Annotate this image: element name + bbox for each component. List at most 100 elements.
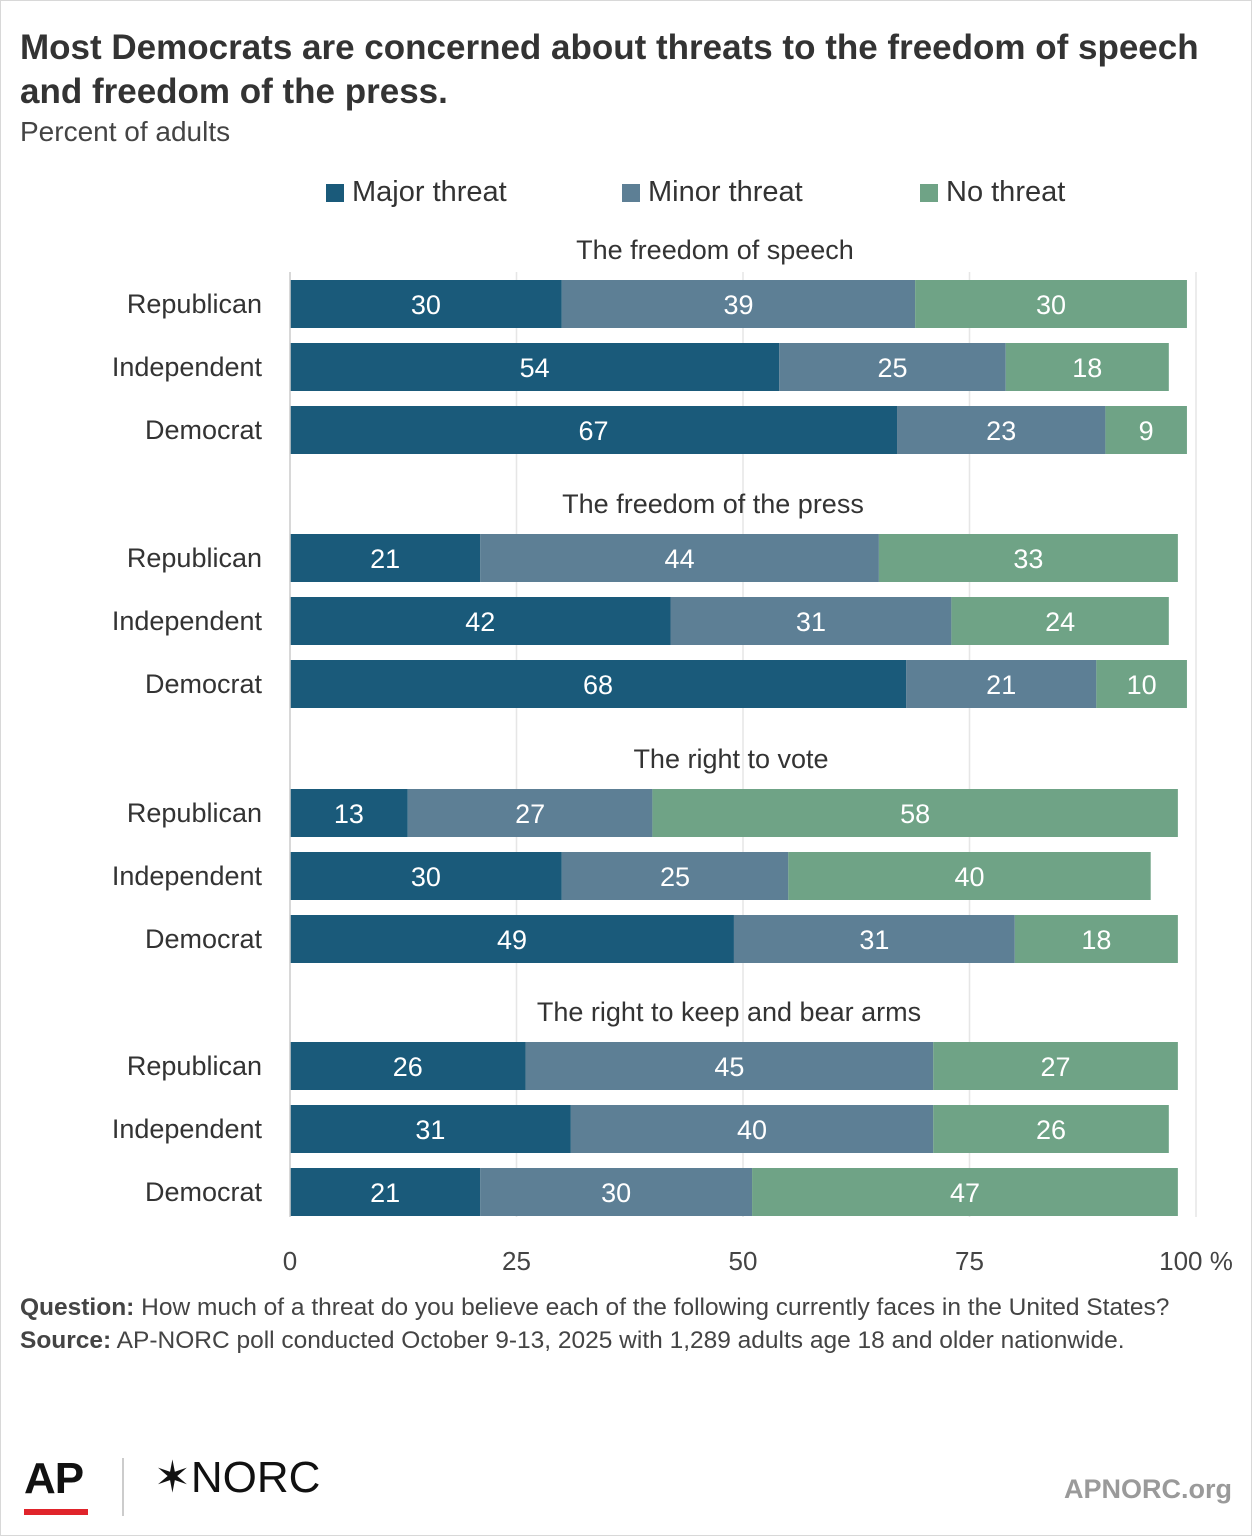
bar-segment [788, 852, 1151, 900]
data-label: 68 [583, 670, 613, 700]
data-label: 9 [1139, 416, 1154, 446]
logo-divider [122, 1458, 124, 1516]
data-label: 54 [520, 353, 550, 383]
row-label: Republican [127, 543, 262, 573]
legend-label-major: Major threat [352, 176, 507, 208]
data-label: 21 [370, 1178, 400, 1208]
data-label: 58 [900, 799, 930, 829]
bar-segment [290, 534, 481, 582]
bar-segment [733, 915, 1015, 963]
legend-swatch-none [920, 183, 938, 202]
bar-segment [480, 1168, 753, 1216]
data-label: 10 [1127, 670, 1157, 700]
legend-item-none: No threat [920, 176, 1065, 209]
bar-segment [407, 789, 653, 837]
row-label: Democrat [145, 1177, 263, 1207]
question-label: Question: [20, 1294, 135, 1321]
source-text: AP-NORC poll conducted October 9-13, 202… [111, 1327, 1125, 1354]
legend-swatch-major [326, 183, 344, 202]
x-tick-label: 25 [502, 1246, 531, 1276]
legend-label-none: No threat [946, 176, 1066, 208]
question-note: Question: How much of a threat do you be… [20, 1291, 1235, 1324]
data-label: 21 [370, 544, 400, 574]
data-label: 49 [497, 925, 527, 955]
bar-segment [290, 915, 734, 963]
bar-segment [561, 280, 916, 328]
row-label: Democrat [145, 669, 263, 699]
data-label: 23 [986, 416, 1016, 446]
data-label: 30 [411, 862, 441, 892]
data-label: 27 [515, 799, 545, 829]
bar-segment [290, 852, 562, 900]
legend-swatch-minor [622, 183, 640, 202]
row-label: Independent [112, 352, 263, 382]
data-label: 47 [950, 1178, 980, 1208]
bar-segment [878, 534, 1178, 582]
data-label: 26 [393, 1052, 423, 1082]
site-link[interactable]: APNORC.org [1064, 1474, 1232, 1504]
data-label: 30 [411, 290, 441, 320]
row-label: Independent [112, 1114, 263, 1144]
bar-segment [290, 1105, 571, 1153]
bar-segment [290, 789, 408, 837]
bar-segment [951, 597, 1169, 645]
footer-notes: Question: How much of a threat do you be… [20, 1291, 1235, 1357]
chart-subtitle: Percent of adults [20, 116, 231, 147]
row-label: Independent [112, 861, 263, 891]
row-label: Democrat [145, 415, 263, 445]
question-text: How much of a threat do you believe each… [134, 1294, 1170, 1321]
data-label: 30 [601, 1178, 631, 1208]
group-title: The right to vote [633, 744, 828, 774]
bar-segment [652, 789, 1178, 837]
bar-segment [933, 1105, 1169, 1153]
data-label: 25 [660, 862, 690, 892]
legend-label-minor: Minor threat [648, 176, 803, 208]
bar-segment [915, 280, 1187, 328]
row-label: Democrat [145, 924, 263, 954]
bar-segment [1014, 915, 1178, 963]
row-label: Republican [127, 1051, 262, 1081]
data-label: 40 [737, 1115, 767, 1145]
stacked-bar-chart: 0 25 50 75 100 % The freedom of speech Republi… [112, 235, 1233, 1276]
bar-segment [570, 1105, 934, 1153]
data-label: 26 [1036, 1115, 1066, 1145]
source-note: Source: AP-NORC poll conducted October 9… [20, 1324, 1235, 1357]
bar-segment [480, 534, 879, 582]
bar-segment [1005, 343, 1169, 391]
source-label: Source: [20, 1327, 112, 1354]
x-tick-label: 100 % [1159, 1246, 1233, 1276]
bar-segment [290, 1042, 526, 1090]
legend-item-major: Major threat [326, 176, 507, 209]
group-title: The right to keep and bear arms [537, 997, 921, 1027]
bar-segment [290, 280, 562, 328]
data-label: 18 [1081, 925, 1111, 955]
bar-segment [290, 597, 671, 645]
legend-item-minor: Minor threat [622, 176, 803, 209]
bar-segment [290, 1168, 481, 1216]
bar-segment [525, 1042, 934, 1090]
data-label: 40 [954, 862, 984, 892]
ap-logo: AP [24, 1454, 84, 1503]
bar-segment [906, 660, 1097, 708]
bar-segment [933, 1042, 1178, 1090]
logo-bar: AP ✶NORC APNORC.org [0, 1440, 1252, 1530]
data-label: 27 [1041, 1052, 1071, 1082]
data-label: 67 [578, 416, 608, 446]
bar-segment [670, 597, 952, 645]
ap-logo-underline [24, 1509, 88, 1515]
bar-segment [290, 406, 898, 454]
x-tick-label: 0 [283, 1246, 297, 1276]
data-label: 44 [665, 544, 695, 574]
data-label: 21 [986, 670, 1016, 700]
data-label: 24 [1045, 607, 1075, 637]
data-label: 30 [1036, 290, 1066, 320]
bar-segment [1105, 406, 1187, 454]
row-label: Republican [127, 798, 262, 828]
bar-segment [897, 406, 1106, 454]
data-label: 45 [714, 1052, 744, 1082]
bar-segment [752, 1168, 1178, 1216]
data-label: 31 [415, 1115, 445, 1145]
data-label: 42 [465, 607, 495, 637]
x-tick-label: 75 [955, 1246, 984, 1276]
group-title: The freedom of the press [562, 489, 864, 519]
